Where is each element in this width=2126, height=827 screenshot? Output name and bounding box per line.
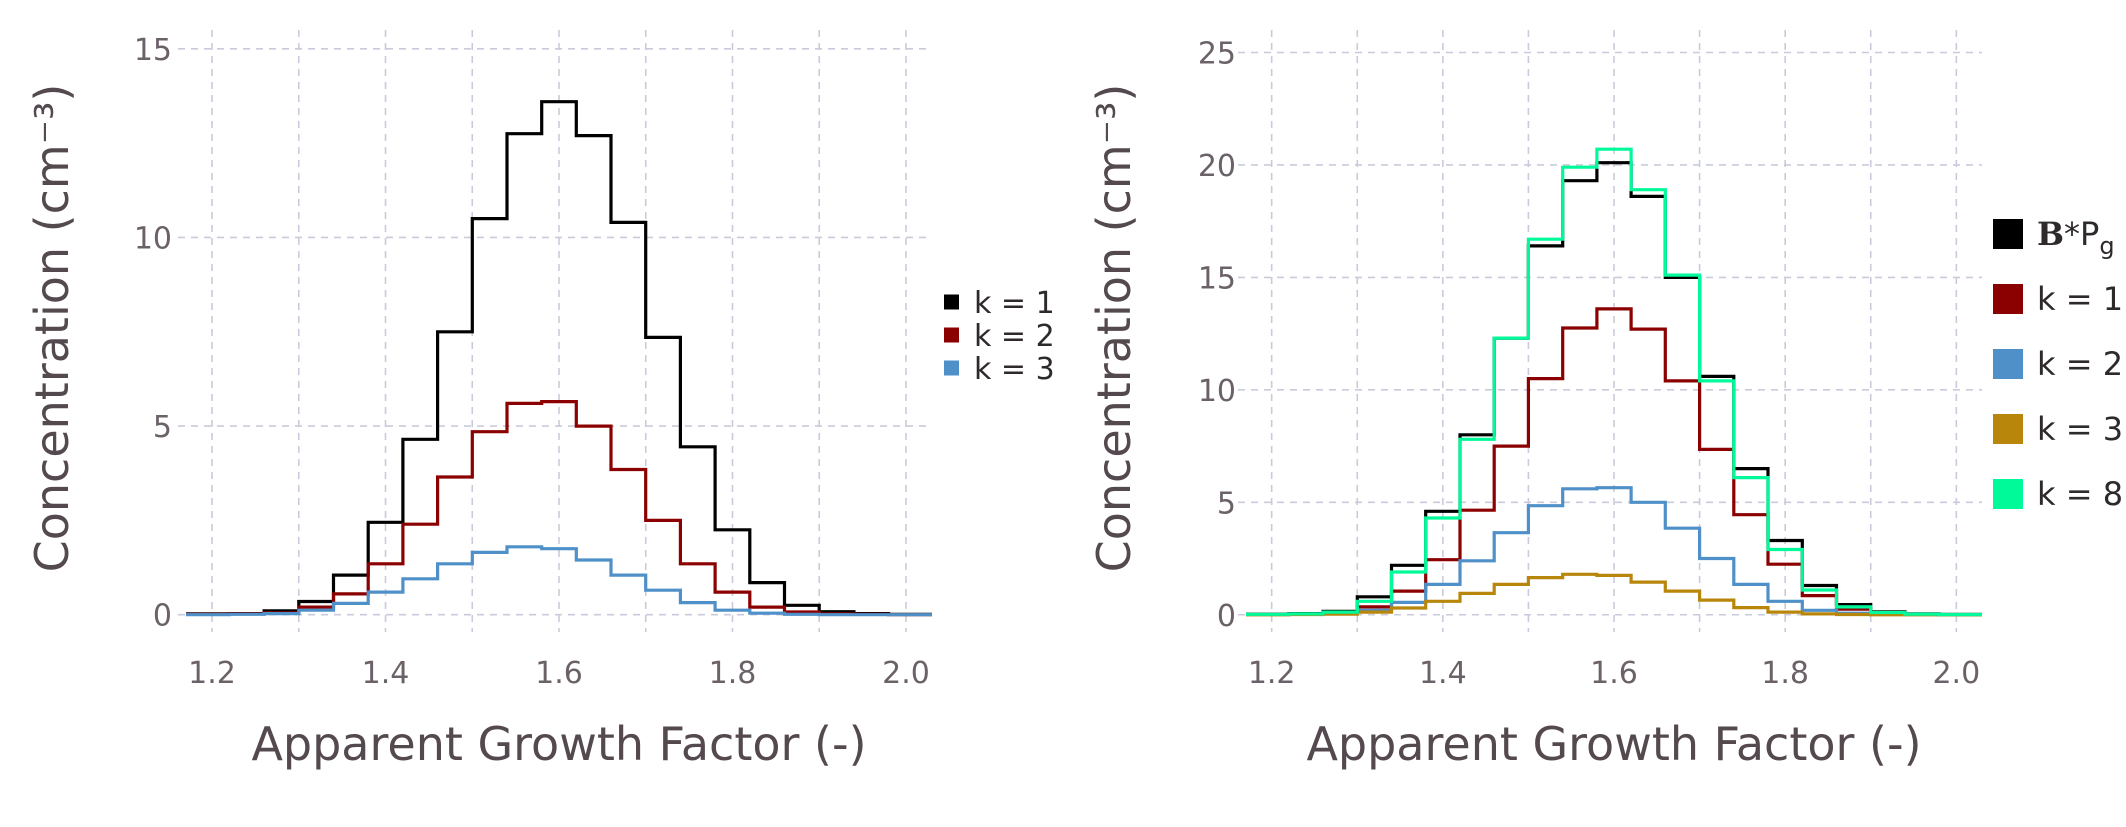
y-tick-label: 10 bbox=[134, 221, 172, 256]
legend-label: k = 8 bbox=[2037, 475, 2123, 513]
legend-label: B*Pg bbox=[2037, 215, 2115, 260]
legend: k = 1k = 2k = 3 bbox=[944, 286, 1055, 387]
y-tick-label: 0 bbox=[1217, 599, 1236, 634]
x-tick-label: 1.8 bbox=[1761, 656, 1809, 691]
y-tick-label: 20 bbox=[1198, 149, 1236, 184]
series-line-k-3 bbox=[1246, 572, 1982, 617]
x-tick-label: 2.0 bbox=[1932, 656, 1980, 691]
y-tick-label: 15 bbox=[1198, 261, 1236, 296]
legend-label: k = 3 bbox=[974, 352, 1055, 387]
x-tick-label: 1.2 bbox=[1248, 656, 1296, 691]
y-tick-label: 0 bbox=[153, 599, 172, 634]
legend-swatch bbox=[1993, 479, 2023, 509]
y-axis-label: Concentration (cm⁻³) bbox=[1087, 84, 1141, 573]
series-line-k-1 bbox=[1246, 307, 1982, 617]
chart-panel-2: 0 5 10 15 20 25 1.2 1.4 1.6 1.8 2.0 Apparent Growth… bbox=[1087, 30, 2123, 771]
y-tick-label: 5 bbox=[153, 410, 172, 445]
series-line-k-1 bbox=[186, 100, 932, 616]
x-tick-label: 1.6 bbox=[1590, 656, 1638, 691]
grid bbox=[1238, 30, 1982, 632]
grid bbox=[178, 30, 932, 632]
chart-panel-1: 0 5 10 15 1.2 1.4 1.6 1.8 2.0 Apparent Growth Fac… bbox=[25, 30, 1055, 771]
legend-label: k = 1 bbox=[974, 286, 1055, 321]
legend-swatch bbox=[1993, 219, 2023, 249]
x-tick-label: 1.4 bbox=[1419, 656, 1467, 691]
legend: B*Pg k = 1 k = 2 k = 3 k = 8 bbox=[1993, 215, 2123, 513]
x-tick-label: 1.6 bbox=[535, 656, 583, 691]
x-tick-label: 1.4 bbox=[362, 656, 410, 691]
legend-swatch bbox=[1993, 284, 2023, 314]
y-tick-label: 10 bbox=[1198, 374, 1236, 409]
series-line-k-8 bbox=[1246, 147, 1982, 617]
legend-label: k = 3 bbox=[2037, 410, 2123, 448]
series-line-k-3 bbox=[186, 545, 932, 617]
legend-label: k = 1 bbox=[2037, 280, 2123, 318]
series-line-b-pg bbox=[1246, 161, 1982, 617]
y-tick-label: 25 bbox=[1198, 36, 1236, 71]
x-tick-label: 2.0 bbox=[882, 656, 930, 691]
y-tick-label: 15 bbox=[134, 33, 172, 68]
legend-swatch bbox=[944, 360, 959, 376]
legend-swatch bbox=[944, 327, 959, 343]
x-axis-label: Apparent Growth Factor (-) bbox=[1306, 717, 1921, 771]
x-tick-label: 1.8 bbox=[709, 656, 757, 691]
series-line-k-2 bbox=[186, 400, 932, 617]
legend-swatch bbox=[1993, 414, 2023, 444]
y-tick-label: 5 bbox=[1217, 486, 1236, 521]
y-axis-label: Concentration (cm⁻³) bbox=[25, 84, 79, 573]
x-tick-label: 1.2 bbox=[188, 656, 236, 691]
legend-label: k = 2 bbox=[974, 319, 1055, 354]
legend-swatch bbox=[1993, 349, 2023, 379]
x-axis-label: Apparent Growth Factor (-) bbox=[251, 717, 866, 771]
legend-swatch bbox=[944, 294, 959, 310]
legend-label: k = 2 bbox=[2037, 345, 2123, 383]
